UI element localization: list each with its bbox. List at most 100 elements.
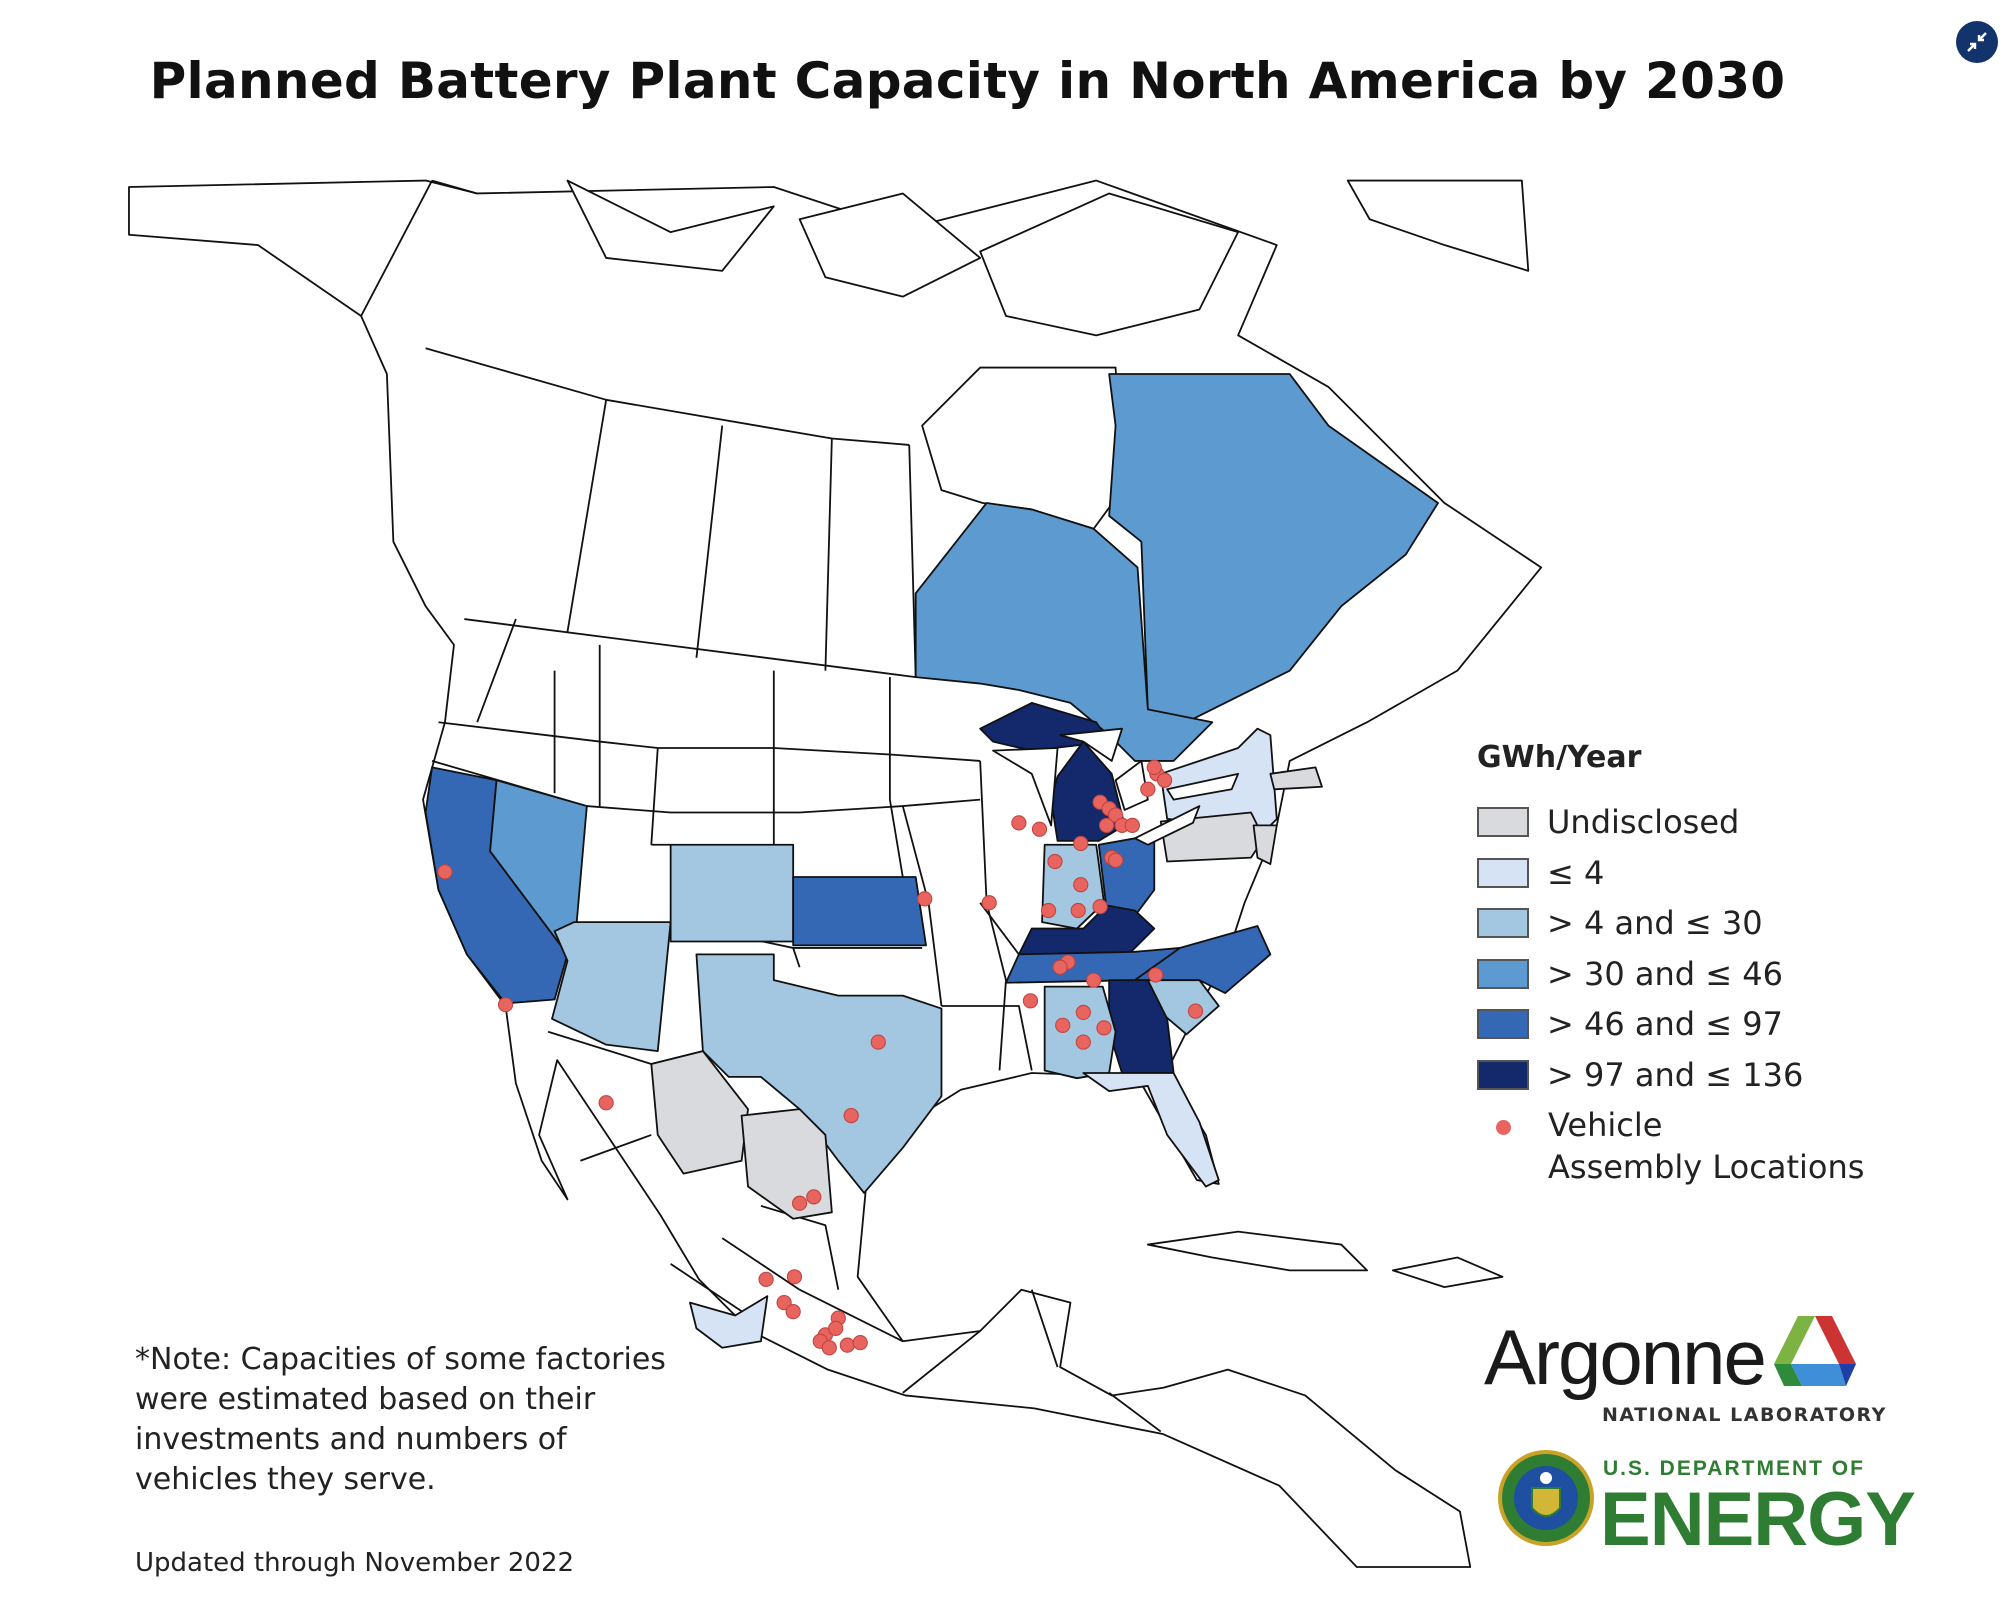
arctic-island — [798, 192, 982, 298]
vehicle-assembly-dot — [843, 1107, 859, 1124]
border-line — [824, 438, 833, 671]
vehicle-assembly-dot — [1146, 759, 1162, 775]
vehicle-assembly-dot — [1040, 902, 1057, 919]
border-line — [792, 947, 801, 968]
vehicle-assembly-dot — [758, 1271, 774, 1287]
border-line — [721, 1237, 801, 1291]
vehicle-assembly-dot — [1031, 821, 1048, 837]
border-line — [979, 902, 1020, 955]
argonne-logo: Argonne NATIONAL LABORATORY — [1484, 1312, 1885, 1426]
legend-item-30to46: > 30 and ≤ 46 — [1477, 949, 1864, 1000]
legend-item-46to97: > 46 and ≤ 97 — [1477, 999, 1864, 1050]
region-new-jersey — [1252, 824, 1278, 866]
lake-superior-east — [1059, 727, 1123, 762]
vehicle-assembly-dot — [776, 1294, 792, 1311]
border-line — [650, 747, 659, 845]
border-line — [998, 980, 1007, 1071]
border-line — [670, 1263, 749, 1317]
vehicle-assembly-dot — [1075, 1004, 1091, 1021]
vehicle-assembly-dot — [1140, 781, 1156, 797]
region-chihuahua — [650, 1050, 749, 1175]
doe-seal-icon — [1498, 1450, 1594, 1546]
vehicle-assembly-dot — [1107, 852, 1124, 868]
vehicle-assembly-dot — [852, 1334, 868, 1351]
arctic-island — [566, 179, 775, 272]
vehicle-assembly-dot — [1124, 817, 1140, 834]
vehicle-assembly-dot — [1073, 877, 1089, 893]
region-kansas — [792, 876, 927, 947]
vehicle-assembly-dot — [497, 997, 514, 1013]
legend-swatch — [1477, 857, 1529, 888]
legend-label: Undisclosed — [1547, 803, 1740, 842]
border-line — [476, 618, 517, 723]
argonne-subtitle: NATIONAL LABORATORY — [1602, 1404, 1887, 1426]
vehicle-assembly-dot — [1073, 835, 1089, 852]
region-ontario — [914, 502, 1214, 762]
updated-date: Updated through November 2022 — [135, 1548, 575, 1578]
legend-swatch — [1477, 1009, 1529, 1040]
legend: GWh/Year Undisclosed ≤ 4 > 4 and ≤ 30 > 30 … — [1477, 740, 1864, 1188]
vehicle-dot-swatch — [1496, 1120, 1511, 1135]
legend-item-4to30: > 4 and ≤ 30 — [1477, 898, 1864, 949]
vehicle-assembly-dot — [1086, 972, 1102, 988]
legend-item-vehicle: Vehicle Assembly Locations — [1477, 1104, 1864, 1188]
region-quebec — [1108, 373, 1439, 724]
lake-ontario — [1166, 772, 1240, 801]
cuba — [1146, 1230, 1368, 1272]
vehicle-assembly-dot — [1070, 902, 1086, 919]
region-texas — [695, 953, 943, 1194]
note-line: *Note: Capacities of some factories — [135, 1342, 666, 1377]
border-line — [464, 618, 916, 678]
vehicle-assembly-dot — [839, 1337, 855, 1353]
region-massachusetts — [1269, 766, 1323, 791]
legend-item-le4: ≤ 4 — [1477, 848, 1864, 899]
map-title: Planned Battery Plant Capacity in North … — [149, 52, 1786, 110]
border-line — [580, 1134, 652, 1162]
border-line — [902, 1330, 981, 1394]
vehicle-assembly-dot — [1187, 1003, 1204, 1019]
border-line — [760, 1205, 840, 1290]
vehicle-assembly-dot — [806, 1189, 822, 1205]
region-colorado — [669, 843, 795, 943]
region-kentucky — [1017, 904, 1156, 956]
vehicle-assembly-dot — [1156, 772, 1173, 788]
legend-label: ≤ 4 — [1547, 853, 1605, 892]
vehicle-assembly-dot — [917, 891, 933, 907]
border-line — [695, 425, 724, 658]
border-line — [566, 399, 608, 633]
border-line — [799, 1288, 904, 1343]
vehicle-assembly-dot — [870, 1034, 886, 1050]
region-jalisco — [689, 1295, 769, 1349]
vehicle-assembly-dot — [792, 1195, 808, 1211]
legend-swatch — [1477, 958, 1529, 989]
border-line — [547, 1030, 652, 1065]
legend-vehicle-label-2: Assembly Locations — [1548, 1148, 1865, 1186]
legend-item-undisclosed: Undisclosed — [1477, 797, 1864, 848]
legend-label: > 30 and ≤ 46 — [1547, 954, 1783, 993]
border-line — [908, 444, 917, 678]
greenland — [1346, 179, 1530, 272]
hispaniola — [1391, 1256, 1504, 1289]
border-line — [425, 347, 910, 446]
collapse-arrows-icon — [1967, 32, 1987, 52]
vehicle-assembly-dot — [1011, 815, 1027, 831]
vehicle-assembly-dot — [828, 1320, 844, 1337]
baffin-island — [979, 192, 1240, 337]
legend-label: > 46 and ≤ 97 — [1547, 1005, 1783, 1044]
doe-energy-text: ENERGY — [1600, 1477, 1916, 1562]
legend-item-97to136: > 97 and ≤ 136 — [1477, 1050, 1864, 1101]
vehicle-assembly-dot — [786, 1269, 803, 1285]
border-line — [888, 677, 904, 878]
border-line — [1030, 1289, 1059, 1368]
vehicle-assembly-dot — [1147, 967, 1164, 983]
vehicle-assembly-dot — [821, 1340, 837, 1356]
doe-department-text: U.S. DEPARTMENT OF — [1603, 1457, 1865, 1480]
border-line — [941, 1005, 1033, 1071]
note-line: vehicles they serve. — [135, 1462, 436, 1497]
note-line: were estimated based on their — [135, 1382, 596, 1417]
region-arizona — [551, 921, 672, 1053]
lake-michigan — [992, 747, 1059, 827]
collapse-button[interactable] — [1956, 21, 1998, 63]
vehicle-assembly-dot — [785, 1304, 801, 1320]
